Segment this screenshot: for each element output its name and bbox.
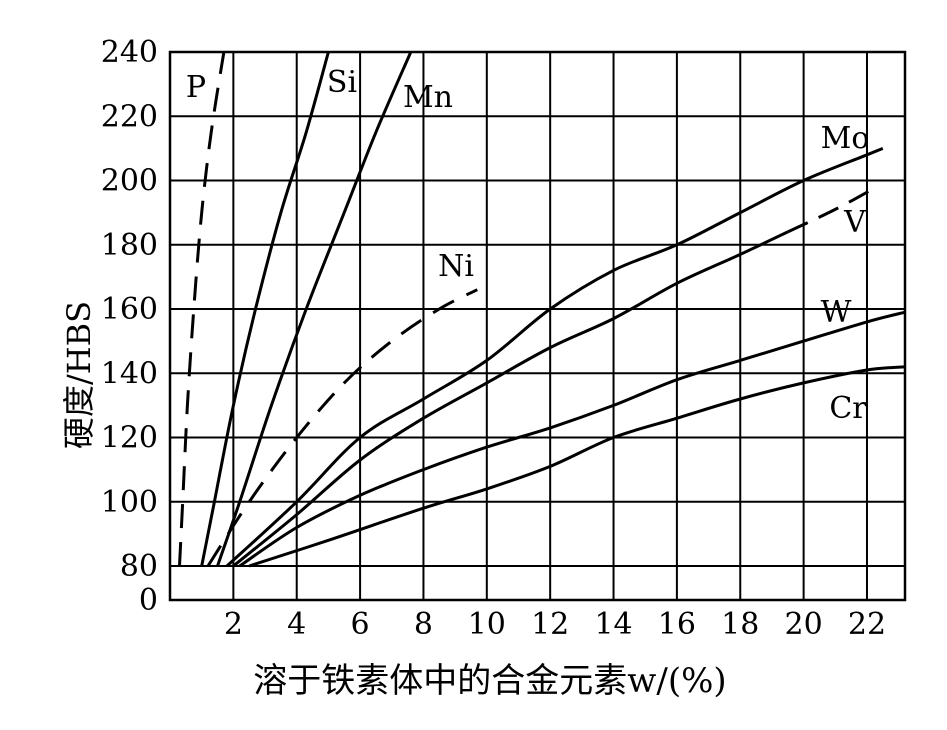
series-label-w: W bbox=[821, 295, 852, 330]
x-tick-label: 22 bbox=[848, 607, 886, 642]
curve-p bbox=[178, 51, 226, 567]
series-label-ni: Ni bbox=[438, 249, 474, 284]
tick-labels: 080 100 120 140 160 180 200 220 240 2 4 6 8 10 12 14 16 1… bbox=[101, 35, 886, 642]
series-label-cr: Cr bbox=[829, 391, 867, 426]
y-tick-label: 220 bbox=[101, 99, 158, 134]
series-label-mo: Mo bbox=[821, 121, 870, 156]
curve-v-dashed bbox=[787, 185, 878, 234]
plot-frame bbox=[168, 50, 907, 602]
series-label-si: Si bbox=[327, 65, 357, 100]
y-tick-label: 100 bbox=[101, 485, 158, 520]
series-label-p: P bbox=[186, 70, 206, 105]
x-tick-label: 18 bbox=[721, 607, 759, 642]
y-tick-label: 160 bbox=[101, 292, 158, 327]
y-tick-label: 80 bbox=[120, 549, 158, 584]
axes bbox=[168, 50, 907, 602]
series-labels: P Si Mn Ni Mo V W Cr bbox=[186, 65, 869, 426]
y-tick-label: 120 bbox=[101, 421, 158, 456]
grid-lines bbox=[170, 51, 905, 600]
data-curves bbox=[178, 51, 906, 568]
curve-si bbox=[200, 51, 330, 567]
series-label-v: V bbox=[843, 205, 867, 240]
curve-v bbox=[232, 230, 789, 568]
series-label-mn: Mn bbox=[403, 80, 453, 115]
y-tick-label: 240 bbox=[101, 35, 158, 70]
x-tick-label: 20 bbox=[785, 607, 823, 642]
x-tick-label: 2 bbox=[224, 607, 243, 642]
x-tick-label: 8 bbox=[414, 607, 433, 642]
curve-w bbox=[238, 310, 906, 568]
x-tick-label: 6 bbox=[351, 607, 370, 642]
x-tick-label: 12 bbox=[531, 607, 569, 642]
y-tick-label: 0 bbox=[139, 583, 158, 618]
curve-mo bbox=[225, 146, 884, 568]
curve-ni bbox=[206, 288, 478, 567]
y-tick-label: 180 bbox=[101, 228, 158, 263]
x-axis-title: 溶于铁素体中的合金元素w/(%) bbox=[253, 661, 726, 701]
curve-mn bbox=[216, 51, 413, 567]
x-tick-label: 14 bbox=[594, 607, 632, 642]
x-tick-label: 4 bbox=[287, 607, 306, 642]
y-axis-title: 硬度/HBS bbox=[60, 301, 98, 449]
x-tick-label: 10 bbox=[468, 607, 506, 642]
x-tick-label: 16 bbox=[658, 607, 696, 642]
curve-cr bbox=[248, 365, 906, 568]
y-tick-label: 200 bbox=[101, 164, 158, 199]
y-tick-label: 140 bbox=[101, 356, 158, 391]
